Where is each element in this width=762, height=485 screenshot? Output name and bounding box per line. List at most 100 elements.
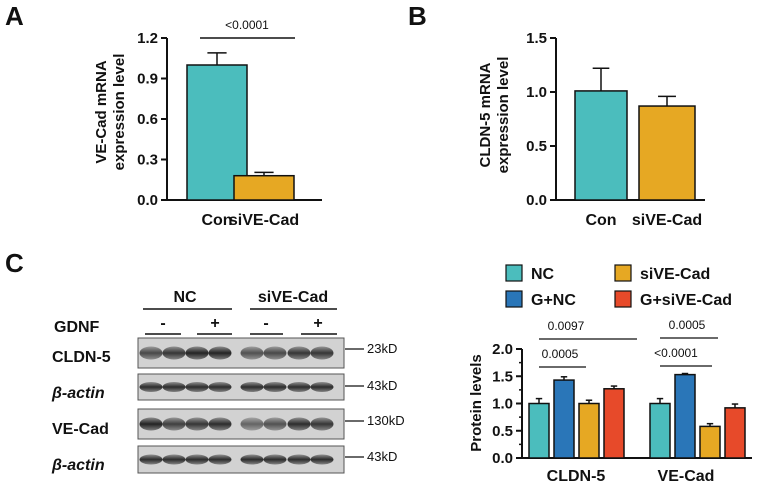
blot-band-2-7 (310, 417, 334, 431)
chart-c-ve-cad-bar-2 (699, 425, 721, 459)
blot-band-2-3 (208, 417, 232, 431)
western-blot (137, 337, 345, 474)
chart-a-ytick-label-2: 0.6 (137, 111, 158, 128)
blot-gdnf-sign-1: - (160, 315, 165, 332)
blot-gdnf-sign-2: + (210, 315, 219, 332)
chart-c-cldn-5-bar-0 (528, 402, 550, 459)
legend-swatch-nc (505, 264, 523, 282)
chart-a-ytick-label-0: 0.0 (137, 192, 158, 209)
chart-c-ve-cad-bar-3 (724, 407, 746, 459)
blot-gdnf-sign-3: - (263, 315, 268, 332)
chart-b-ytick-label-1: 0.5 (526, 138, 547, 155)
blot-band-0-2 (185, 346, 209, 360)
blot-band-0-3 (208, 346, 232, 360)
chart-a-bar-1 (233, 174, 295, 201)
blot-band-0-1 (162, 346, 186, 360)
chart-a-category-1: siVE-Cad (229, 212, 299, 229)
chart-c-ytick-label-3: 1.5 (492, 368, 513, 385)
chart-c-ytick-label-0: 0.0 (492, 450, 513, 467)
chart-c-category-0: CLDN-5 (547, 468, 606, 485)
panel-c-pvalue-1: 0.0097 (548, 319, 585, 333)
chart-a-ytick-label-4: 1.2 (137, 30, 158, 47)
chart-b-category-1: siVE-Cad (632, 212, 702, 229)
blot-band-3-1 (162, 454, 186, 465)
chart-b-ytick-label-0: 0.0 (526, 192, 547, 209)
panel-c-pvalue-3: <0.0001 (654, 346, 698, 360)
panel-c-ylabel: Protein levels (468, 354, 485, 452)
chart-c-ve-cad-bar-1 (674, 373, 696, 459)
blot-band-1-3 (208, 382, 232, 392)
blot-band-0-4 (240, 346, 264, 360)
blot-band-2-4 (240, 417, 264, 431)
legend-label-sive-cad: siVE-Cad (640, 266, 710, 283)
panel-a-letter: A (5, 1, 24, 31)
blot-band-2-2 (185, 417, 209, 431)
blot-band-0-7 (310, 346, 334, 360)
legend-swatch-g-sive-cad (614, 290, 632, 308)
panel-c-chart-area: NC siVE-Cad G+NC G+siVE-Cad Protein leve… (468, 264, 752, 485)
blot-band-1-2 (185, 382, 209, 392)
panel-a-ylabel-line2: expression level (111, 54, 128, 171)
chart-b-bar-1 (638, 105, 696, 201)
chart-c-ve-cad-bar-0 (649, 402, 671, 459)
chart-a-ytick-label-1: 0.3 (137, 152, 158, 169)
panel-a-ylabel-line1: VE-Cad mRNA (93, 60, 110, 164)
panel-c-pvalue-0: 0.0005 (542, 347, 579, 361)
blot-band-2-6 (287, 417, 311, 431)
blot-band-3-4 (240, 454, 264, 465)
kd-label-2: 43kD (367, 378, 397, 393)
chart-b-bar-0 (574, 90, 628, 201)
blot-band-3-2 (185, 454, 209, 465)
blot-row-label-actin-1: β-actin (51, 385, 105, 402)
chart-c-cldn-5-bar-3 (603, 388, 625, 459)
panel-b-ylabel-line1: CLDN-5 mRNA (477, 62, 494, 167)
blot-gdnf-label: GDNF (54, 319, 100, 336)
kd-label-3: 130kD (367, 413, 405, 428)
chart-c-category-1: VE-Cad (658, 468, 715, 485)
blot-band-0-0 (139, 346, 163, 360)
blot-gdnf-sign-4: + (313, 315, 322, 332)
chart-c-cldn-5-bar-2 (578, 402, 600, 459)
panel-a-pvalue: <0.0001 (225, 18, 269, 32)
blot-group-label-sive-cad: siVE-Cad (258, 289, 328, 306)
chart-b-category-0: Con (585, 212, 616, 229)
legend-label-g-sive-cad: G+siVE-Cad (640, 292, 732, 309)
blot-band-0-6 (287, 346, 311, 360)
blot-band-1-0 (139, 382, 163, 392)
blot-group-label-nc: NC (173, 289, 197, 306)
chart-a-category-0: Con (201, 212, 232, 229)
panel-b: B CLDN-5 mRNA expression level 0.0 0.5 1.0… (408, 1, 705, 229)
blot-band-3-5 (263, 454, 287, 465)
panel-c-chart: 0.0 0.5 1.0 1.5 2.0 CLDN-5 VE-Cad (492, 341, 752, 485)
legend-label-g-nc: G+NC (531, 292, 576, 309)
blot-band-0-5 (263, 346, 287, 360)
chart-b-ytick-label-3: 1.5 (526, 30, 547, 47)
blot-band-3-0 (139, 454, 163, 465)
legend-swatch-g-nc (505, 290, 523, 308)
blot-band-2-1 (162, 417, 186, 431)
blot-band-1-5 (263, 382, 287, 392)
legend-label-nc: NC (531, 266, 555, 283)
blot-band-1-7 (310, 382, 334, 392)
blot-band-3-3 (208, 454, 232, 465)
panel-c-pvalue-2: 0.0005 (669, 318, 706, 332)
blot-row-label-cldn5: CLDN-5 (52, 349, 111, 366)
chart-c-ytick-label-1: 0.5 (492, 423, 513, 440)
blot-band-2-5 (263, 417, 287, 431)
panel-b-ylabel-line2: expression level (495, 57, 512, 174)
chart-c-ytick-label-4: 2.0 (492, 341, 513, 358)
blot-row-label-vecad: VE-Cad (52, 421, 109, 438)
blot-band-1-4 (240, 382, 264, 392)
kd-label-1: 23kD (367, 341, 397, 356)
kd-label-4: 43kD (367, 449, 397, 464)
legend-swatch-sive-cad (614, 264, 632, 282)
chart-c-ytick-label-2: 1.0 (492, 396, 513, 413)
panel-c-letter: C (5, 248, 24, 278)
legend: NC siVE-Cad G+NC G+siVE-Cad (505, 264, 732, 309)
blot-band-1-6 (287, 382, 311, 392)
chart-c-cldn-5-bar-1 (553, 379, 575, 459)
chart-b-ytick-label-2: 1.0 (526, 84, 547, 101)
blot-band-1-1 (162, 382, 186, 392)
